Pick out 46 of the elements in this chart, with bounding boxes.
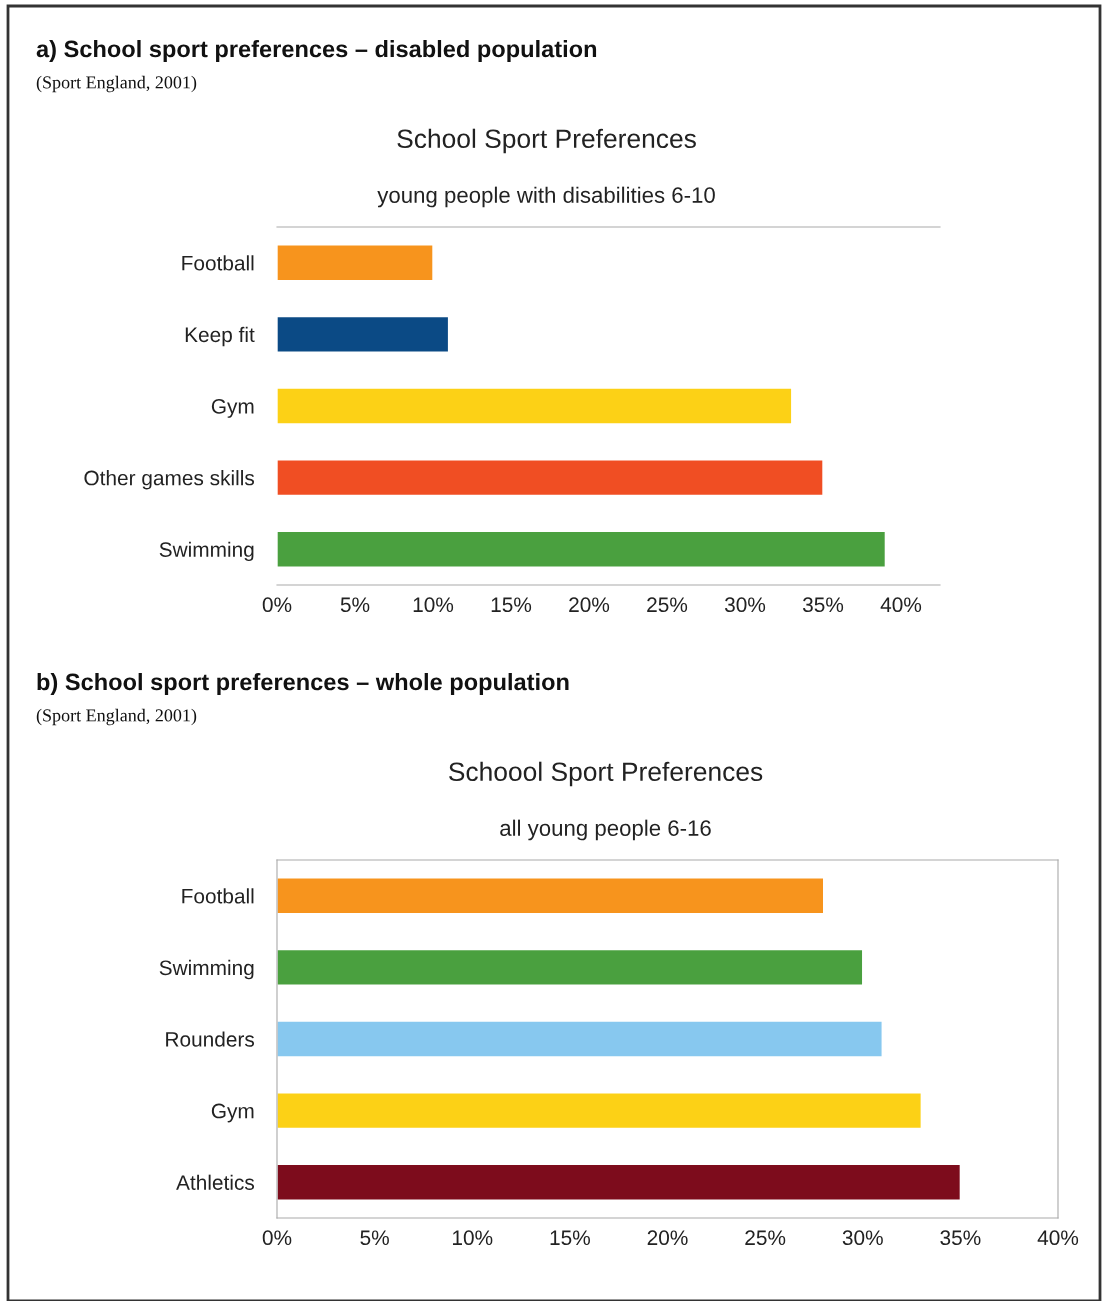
- x-tick-label: 20%: [569, 597, 610, 613]
- chart-subtitle: young people with disabilities 6-10: [377, 186, 715, 208]
- x-tick-label: 35%: [802, 597, 844, 613]
- x-tick-label: 25%: [745, 1230, 786, 1246]
- text: (Sport England, 2001): [36, 75, 197, 93]
- x-tick-label: 0%: [262, 1230, 292, 1246]
- x-tick-label: 30%: [842, 1230, 883, 1246]
- y-tick-label: Swimming: [159, 959, 254, 980]
- bar: [277, 244, 434, 282]
- text: a) School sport preferences – disabled population: [36, 40, 597, 63]
- y-tick-label: Gym: [211, 1103, 254, 1123]
- bar: [277, 877, 825, 915]
- y-tick-label: Athletics: [176, 1174, 255, 1190]
- bar: [277, 315, 450, 353]
- x-tick-label: 15%: [550, 1230, 590, 1246]
- bar: [277, 1092, 923, 1130]
- y-tick-label: Other games skills: [84, 470, 255, 490]
- x-tick-label: 40%: [880, 597, 922, 613]
- bar: [277, 948, 864, 986]
- x-tick-label: 5%: [360, 1230, 389, 1246]
- x-tick-label: 10%: [452, 1230, 493, 1246]
- y-tick-label: Keep fit: [185, 326, 255, 347]
- x-tick-label: 5%: [340, 597, 370, 613]
- chart-title: School Sport Preferences: [397, 128, 696, 154]
- y-tick-label: Football: [182, 255, 254, 271]
- bar: [277, 1163, 962, 1201]
- bar: [277, 387, 793, 425]
- bar: [277, 530, 887, 568]
- x-tick-label: 15%: [491, 597, 532, 613]
- text: (Sport England, 2001): [36, 708, 197, 726]
- x-tick-label: 25%: [647, 597, 688, 613]
- x-tick-label: 20%: [647, 1230, 688, 1246]
- x-tick-label: 40%: [1037, 1230, 1079, 1246]
- y-tick-label: Football: [182, 888, 254, 904]
- y-tick-label: Rounders: [166, 1031, 255, 1047]
- chart-subtitle: all young people 6-16: [500, 819, 711, 841]
- x-tick-label: 10%: [413, 597, 454, 613]
- x-tick-label: 0%: [262, 597, 292, 613]
- chart-title: Schoool Sport Preferences: [449, 761, 763, 787]
- bar: [277, 1020, 883, 1058]
- bar: [277, 459, 824, 497]
- x-tick-label: 30%: [724, 597, 766, 613]
- y-tick-label: Swimming: [159, 541, 254, 562]
- text: b) School sport preferences – whole population: [37, 672, 569, 696]
- y-tick-label: Gym: [211, 399, 254, 418]
- x-tick-label: 35%: [940, 1230, 981, 1246]
